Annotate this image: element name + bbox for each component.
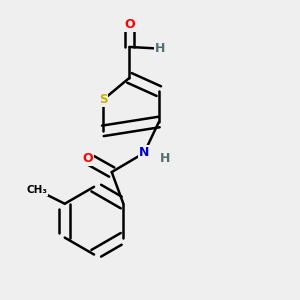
Text: O: O xyxy=(124,18,135,32)
Text: S: S xyxy=(99,93,107,106)
Text: H: H xyxy=(155,42,166,55)
Text: H: H xyxy=(160,152,170,165)
Text: CH₃: CH₃ xyxy=(26,185,47,196)
Text: O: O xyxy=(83,152,94,165)
Text: N: N xyxy=(139,146,149,159)
